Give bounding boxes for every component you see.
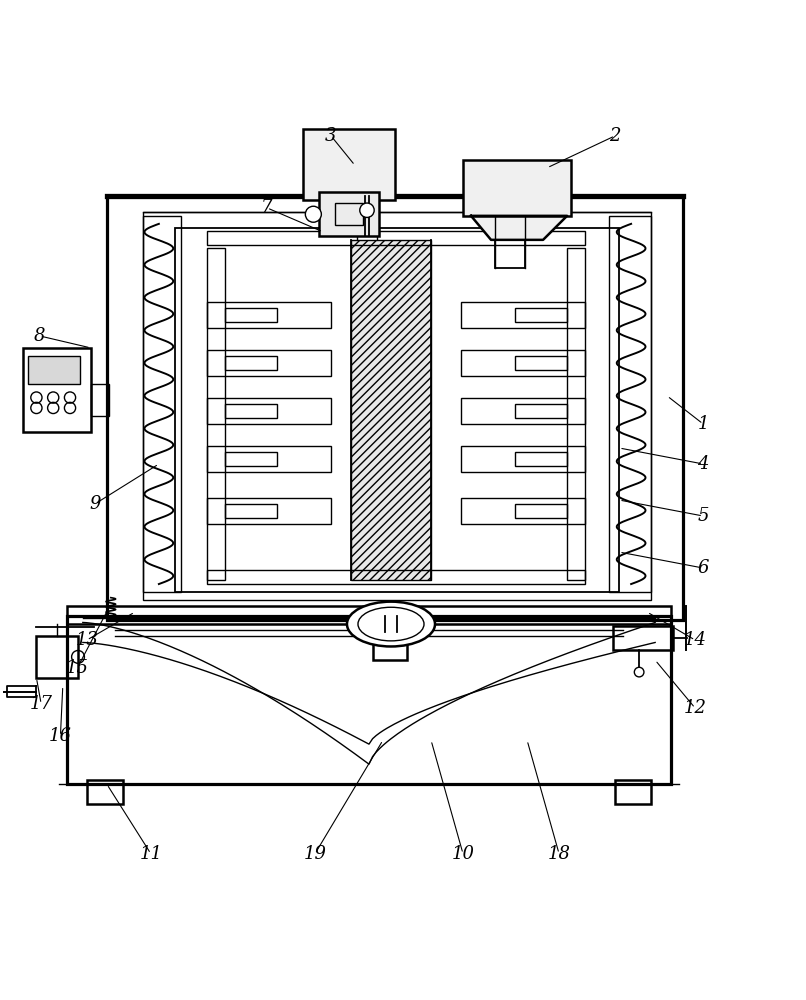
- Bar: [515, 504, 567, 518]
- Bar: [461, 302, 584, 328]
- Bar: [495, 240, 526, 268]
- Text: 3: 3: [325, 127, 337, 145]
- Bar: [36, 636, 78, 678]
- Circle shape: [359, 203, 374, 217]
- Text: 15: 15: [66, 659, 89, 677]
- Bar: [225, 404, 276, 418]
- Bar: [87, 780, 123, 804]
- Bar: [515, 452, 567, 466]
- Bar: [207, 498, 331, 524]
- Text: 5: 5: [697, 507, 709, 525]
- Bar: [225, 504, 276, 518]
- Circle shape: [634, 667, 644, 677]
- Bar: [461, 398, 584, 424]
- Text: 1: 1: [697, 415, 709, 433]
- Bar: [207, 446, 331, 472]
- Text: 10: 10: [451, 845, 475, 863]
- Bar: [225, 356, 276, 370]
- Text: 7: 7: [261, 199, 272, 217]
- Bar: [319, 192, 379, 236]
- Text: 18: 18: [547, 845, 571, 863]
- Ellipse shape: [347, 602, 435, 646]
- Text: 16: 16: [49, 727, 72, 745]
- Bar: [609, 216, 651, 592]
- Bar: [143, 212, 651, 600]
- Bar: [515, 404, 567, 418]
- Bar: [207, 248, 225, 580]
- Polygon shape: [471, 216, 567, 240]
- Bar: [461, 446, 584, 472]
- Bar: [515, 356, 567, 370]
- Bar: [335, 203, 363, 225]
- Bar: [207, 398, 331, 424]
- Circle shape: [305, 206, 322, 222]
- Text: 13: 13: [75, 631, 98, 649]
- Ellipse shape: [358, 607, 424, 641]
- Text: 8: 8: [34, 327, 45, 345]
- Bar: [463, 160, 571, 216]
- Text: 6: 6: [697, 559, 709, 577]
- Bar: [225, 308, 276, 322]
- Bar: [107, 196, 683, 620]
- Bar: [615, 780, 651, 804]
- Bar: [373, 616, 407, 660]
- Bar: [207, 570, 584, 584]
- Bar: [207, 231, 584, 245]
- Text: 9: 9: [89, 495, 101, 513]
- Text: 11: 11: [139, 845, 162, 863]
- Text: 12: 12: [683, 699, 707, 717]
- Bar: [351, 240, 431, 580]
- Bar: [175, 228, 619, 592]
- Text: 2: 2: [609, 127, 621, 145]
- Bar: [303, 129, 395, 200]
- Text: 4: 4: [697, 455, 709, 473]
- Bar: [461, 350, 584, 376]
- Bar: [67, 616, 671, 784]
- Bar: [461, 498, 584, 524]
- Bar: [143, 216, 181, 592]
- Bar: [567, 248, 584, 580]
- Bar: [225, 452, 276, 466]
- Text: 17: 17: [30, 695, 52, 713]
- Bar: [23, 348, 91, 432]
- Bar: [515, 308, 567, 322]
- Bar: [28, 356, 81, 384]
- Text: 19: 19: [303, 845, 326, 863]
- Bar: [91, 384, 110, 416]
- Bar: [207, 350, 331, 376]
- Text: 14: 14: [683, 631, 707, 649]
- Bar: [67, 606, 671, 624]
- Bar: [613, 626, 673, 650]
- Bar: [207, 302, 331, 328]
